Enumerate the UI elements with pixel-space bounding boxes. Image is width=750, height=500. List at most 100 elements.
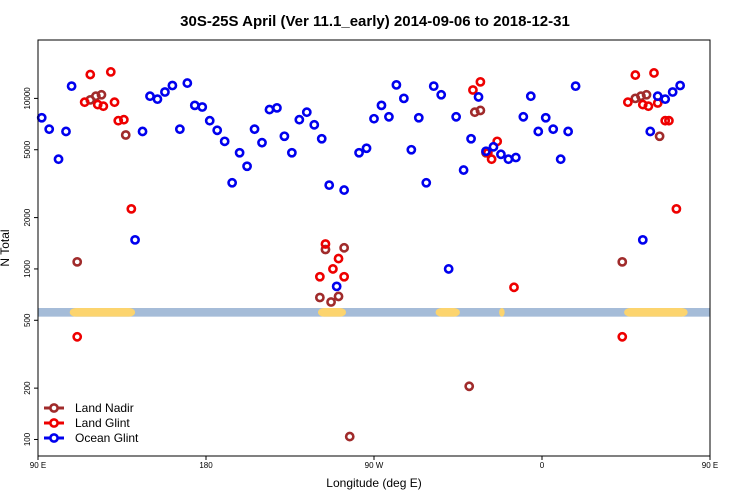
ocean-glint-point-38 <box>384 111 394 122</box>
x-tick-label-4: 90 E <box>702 461 718 470</box>
ocean-glint-point-40 <box>398 93 409 104</box>
x-tick-label-3: 0 <box>540 461 545 470</box>
legend-marker-land-glint <box>49 418 59 428</box>
series-ocean-glint <box>36 78 686 292</box>
ocean-glint-point-44 <box>428 81 439 92</box>
land-nadir-point-8 <box>333 291 344 302</box>
y-tick-label-1: 200 <box>23 381 32 395</box>
land-nadir-point-11 <box>464 381 475 392</box>
x-tick-label-0: 90 E <box>30 461 46 470</box>
land-nadir-point-13 <box>475 105 486 116</box>
ocean-glint-point-4 <box>66 81 77 92</box>
land-glint-point-12 <box>328 264 338 274</box>
ocean-glint-point-23 <box>264 104 275 115</box>
ocean-glint-point-52 <box>488 141 499 152</box>
ocean-glint-point-26 <box>286 147 297 158</box>
ocean-glint-point-37 <box>376 100 387 111</box>
ocean-glint-point-25 <box>279 131 290 142</box>
ocean-glint-point-49 <box>466 133 476 144</box>
y-tick-label-2: 500 <box>23 313 32 327</box>
ocean-glint-point-47 <box>451 111 462 122</box>
ocean-glint-point-36 <box>369 113 379 124</box>
land-glint-point-25 <box>643 101 654 112</box>
ocean-glint-point-0 <box>36 112 47 123</box>
land-glint-point-10 <box>314 271 325 282</box>
ocean-glint-point-60 <box>548 124 559 135</box>
ocean-glint-point-11 <box>174 124 185 135</box>
ocean-glint-point-33 <box>339 185 350 195</box>
ocean-glint-point-2 <box>53 154 64 165</box>
land-glint-point-22 <box>622 97 633 108</box>
land-glint-point-18 <box>486 154 497 165</box>
ocean-glint-point-56 <box>518 111 529 122</box>
land-nadir-point-6 <box>320 244 331 255</box>
ocean-glint-point-24 <box>272 102 282 113</box>
land-glint-point-29 <box>664 115 674 126</box>
ocean-glint-point-61 <box>555 154 566 165</box>
land-glint-point-5 <box>105 67 116 77</box>
land-glint-point-4 <box>98 101 109 112</box>
legend-label-land-glint: Land Glint <box>75 416 130 430</box>
land-glint-point-6 <box>109 97 120 108</box>
ocean-glint-point-45 <box>436 89 447 100</box>
land-patch-2 <box>435 308 460 317</box>
ocean-glint-point-31 <box>324 180 335 191</box>
land-nadir-point-4 <box>120 130 131 140</box>
ocean-glint-point-8 <box>152 94 163 105</box>
land-nadir-point-3 <box>96 89 107 100</box>
series-land-glint <box>72 67 682 342</box>
y-tick-label-5: 5000 <box>23 140 32 158</box>
x-axis-ticks: 90 E 180 90 W 0 90 E <box>30 456 718 470</box>
ocean-glint-point-67 <box>660 94 671 105</box>
land-glint-point-26 <box>649 68 659 78</box>
ocean-glint-point-6 <box>137 126 148 137</box>
chart-title: 30S-25S April (Ver 11.1_early) 2014-09-0… <box>180 13 570 30</box>
ocean-glint-point-65 <box>645 126 656 137</box>
ocean-glint-point-55 <box>510 152 521 163</box>
ocean-band <box>38 308 710 317</box>
ocean-glint-point-59 <box>540 112 551 123</box>
ocean-glint-point-30 <box>316 133 327 144</box>
data-points <box>36 67 686 442</box>
land-glint-point-0 <box>72 331 83 342</box>
x-tick-label-2: 90 W <box>365 461 384 470</box>
ocean-glint-point-22 <box>257 137 267 148</box>
land-nadir-point-5 <box>314 292 325 303</box>
land-glint-point-28 <box>660 115 671 126</box>
plot-frame <box>37 39 711 457</box>
ocean-glint-point-58 <box>533 126 544 137</box>
ocean-glint-point-34 <box>354 147 364 158</box>
y-tick-label-3: 1000 <box>23 259 32 277</box>
y-axis-ticks: 100 200 500 1000 2000 5000 10000 <box>23 87 38 446</box>
ocean-glint-point-17 <box>219 136 230 147</box>
ocean-glint-point-32 <box>331 281 342 292</box>
y-tick-label-6: 10000 <box>23 87 32 110</box>
ocean-glint-point-21 <box>249 124 260 135</box>
ocean-glint-point-48 <box>458 165 469 175</box>
land-glint-point-21 <box>617 331 628 342</box>
land-nadir-point-19 <box>654 131 665 142</box>
land-nadir-point-7 <box>326 297 336 307</box>
land-glint-point-1 <box>79 97 90 108</box>
land-nadir-point-18 <box>641 89 652 100</box>
ocean-glint-point-27 <box>294 114 305 125</box>
legend-marker-ocean-glint <box>49 433 59 443</box>
ocean-glint-point-14 <box>197 102 208 112</box>
ocean-glint-point-35 <box>361 143 372 154</box>
ocean-glint-point-57 <box>525 91 536 102</box>
land-glint-point-2 <box>85 69 96 80</box>
ocean-glint-point-63 <box>570 81 581 92</box>
ocean-glint-point-46 <box>443 264 454 274</box>
land-glint-point-16 <box>475 76 486 87</box>
land-nadir-point-15 <box>617 256 628 267</box>
x-tick-label-1: 180 <box>199 461 213 470</box>
ocean-glint-point-62 <box>563 126 574 137</box>
ocean-glint-point-3 <box>61 126 71 137</box>
legend-label-ocean-glint: Ocean Glint <box>75 431 139 445</box>
y-axis-label: N Total <box>0 229 12 266</box>
land-patch-4 <box>624 308 688 317</box>
land-patch-3 <box>499 308 505 317</box>
ocean-glint-point-66 <box>652 91 663 102</box>
